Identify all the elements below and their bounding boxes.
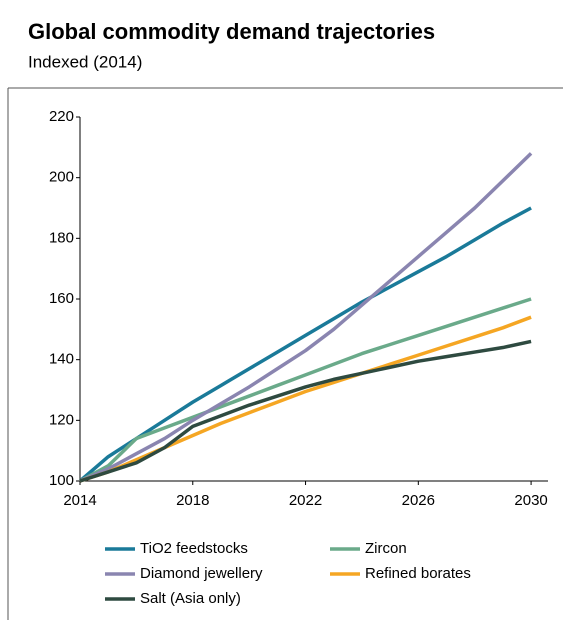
x-tick-label: 2022 [289,492,322,509]
series-line [79,152,533,483]
x-tick-label: 2014 [63,492,96,509]
y-tick-label: 220 [49,108,74,125]
legend-label: TiO2 feedstocks [140,540,248,557]
y-tick-label: 180 [49,229,74,246]
series-line [79,339,532,483]
y-tick-label: 100 [49,472,74,489]
chart-title: Global commodity demand trajectories [28,19,435,44]
legend-label: Diamond jewellery [140,565,263,582]
x-tick-label: 2030 [514,492,547,509]
chart-subtitle: Indexed (2014) [28,52,142,71]
y-tick-label: 120 [49,411,74,428]
x-tick-label: 2018 [176,492,209,509]
series-line [79,297,532,483]
legend-label: Zircon [365,540,407,557]
y-tick-label: 160 [49,290,74,307]
y-tick-label: 200 [49,169,74,186]
legend-label: Refined borates [365,565,471,582]
series-line [78,206,532,483]
x-tick-label: 2026 [402,492,435,509]
legend-label: Salt (Asia only) [140,590,241,607]
y-tick-label: 140 [49,351,74,368]
